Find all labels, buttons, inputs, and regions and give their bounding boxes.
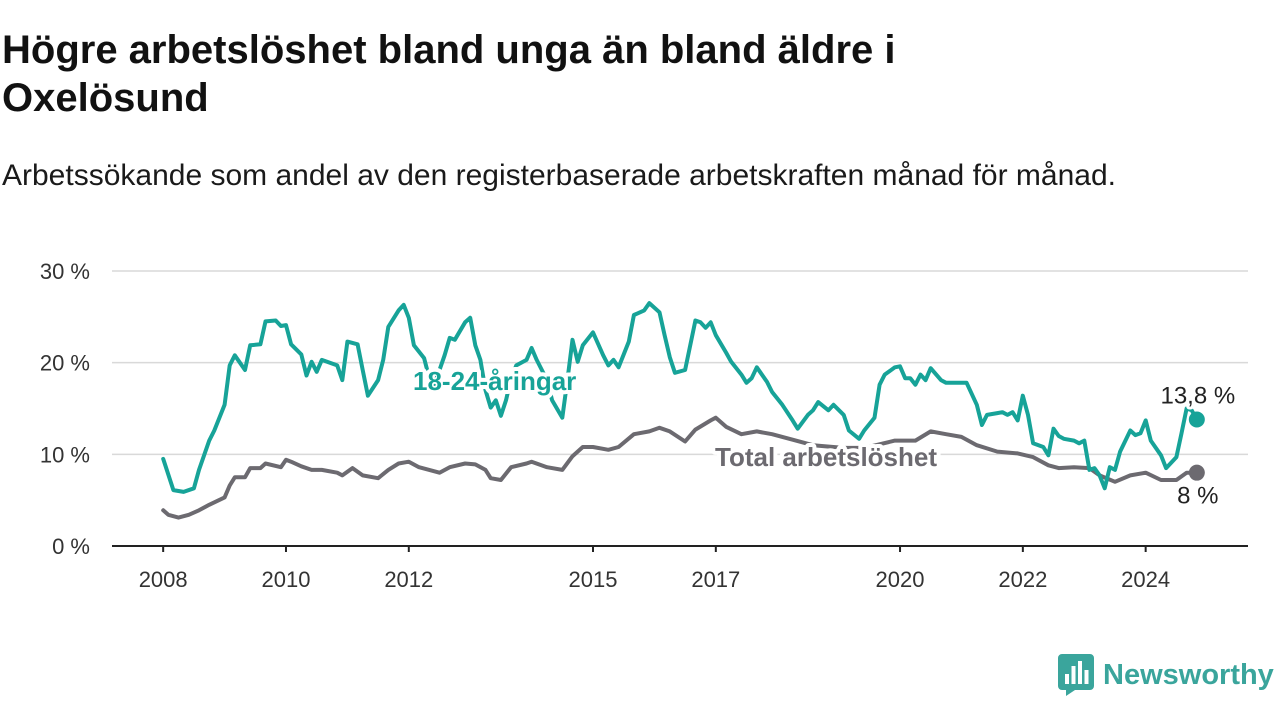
series-line-total bbox=[161, 415, 1199, 520]
brand-logo: Newsworthy bbox=[1058, 654, 1274, 696]
end-marker-youth bbox=[1188, 411, 1205, 428]
x-tick-label: 2010 bbox=[262, 567, 311, 592]
x-tick-label: 2024 bbox=[1121, 567, 1170, 592]
end-value-label-total: 8 % bbox=[1177, 483, 1218, 510]
x-tick-label: 2020 bbox=[876, 567, 925, 592]
y-tick-label: 10 % bbox=[40, 442, 90, 467]
x-tick-label: 2017 bbox=[691, 567, 740, 592]
series-label-total: Total arbetslöshet bbox=[715, 442, 937, 472]
series-label-youth: 18-24-åringar bbox=[413, 366, 576, 396]
y-tick-label: 0 % bbox=[52, 534, 90, 559]
y-tick-label: 20 % bbox=[40, 351, 90, 376]
brand-name: Newsworthy bbox=[1103, 658, 1274, 691]
x-tick-label: 2008 bbox=[139, 567, 188, 592]
logo-bar bbox=[1078, 661, 1082, 684]
bar-chart-bubble-icon bbox=[1058, 654, 1094, 696]
series-line-youth bbox=[161, 301, 1199, 494]
logo-bubble-shape bbox=[1058, 654, 1094, 696]
x-tick-label: 2012 bbox=[384, 567, 433, 592]
line-chart: 0 % 10 % 20 % 30 % 2008 2010 2012 2015 2017 2020 2… bbox=[40, 259, 1248, 592]
chart-subtitle: Arbetssökande som andel av den registerb… bbox=[2, 159, 1116, 192]
x-tick-label: 2015 bbox=[569, 567, 618, 592]
logo-bar bbox=[1065, 674, 1069, 684]
chart-title: Högre arbetslöshet bland unga än bland ä… bbox=[2, 28, 896, 120]
end-value-label-youth: 13,8 % bbox=[1160, 383, 1235, 410]
end-marker-total bbox=[1188, 464, 1205, 481]
logo-bar bbox=[1084, 670, 1089, 684]
x-tick-label: 2022 bbox=[998, 567, 1047, 592]
y-tick-label: 30 % bbox=[40, 259, 90, 284]
logo-bar bbox=[1071, 666, 1076, 684]
